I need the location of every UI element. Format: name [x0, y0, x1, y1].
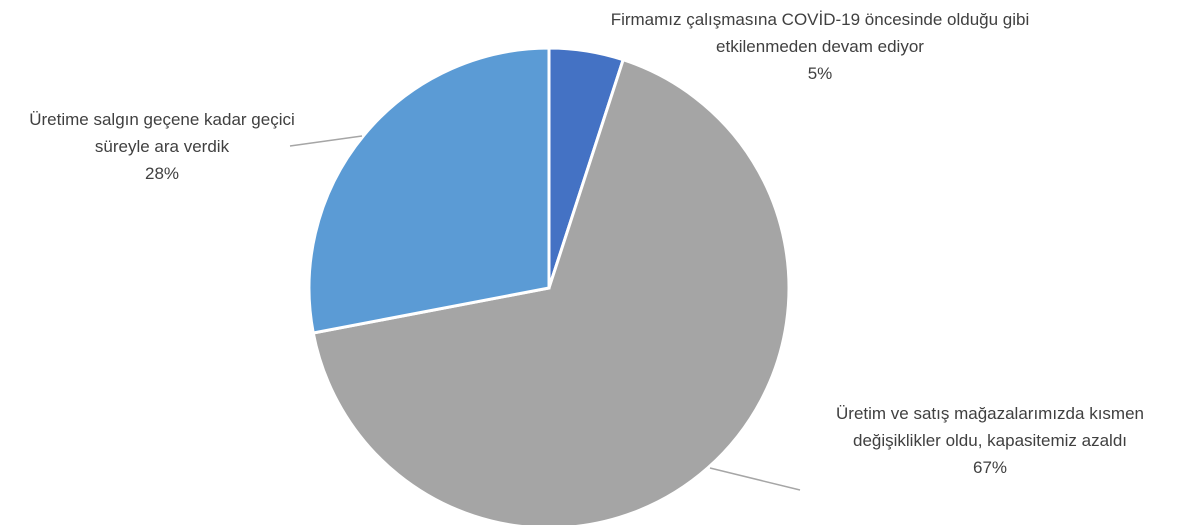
slice-value-label: 67% [972, 458, 1008, 477]
slice-value-label: 5% [807, 64, 833, 83]
slice-label: Üretim ve satış mağazalarımızda kısmen d… [836, 404, 1144, 450]
slice-value-label: 28% [144, 164, 180, 183]
leader-line [289, 135, 363, 147]
slice-label: Üretime salgın geçene kadar geçici sürey… [29, 110, 295, 156]
leader-line [709, 467, 801, 491]
pie-slice [307, 46, 551, 335]
pie-slice [311, 57, 791, 525]
slice-label: Firmamız çalışmasına COVİD-19 öncesinde … [610, 10, 1030, 56]
